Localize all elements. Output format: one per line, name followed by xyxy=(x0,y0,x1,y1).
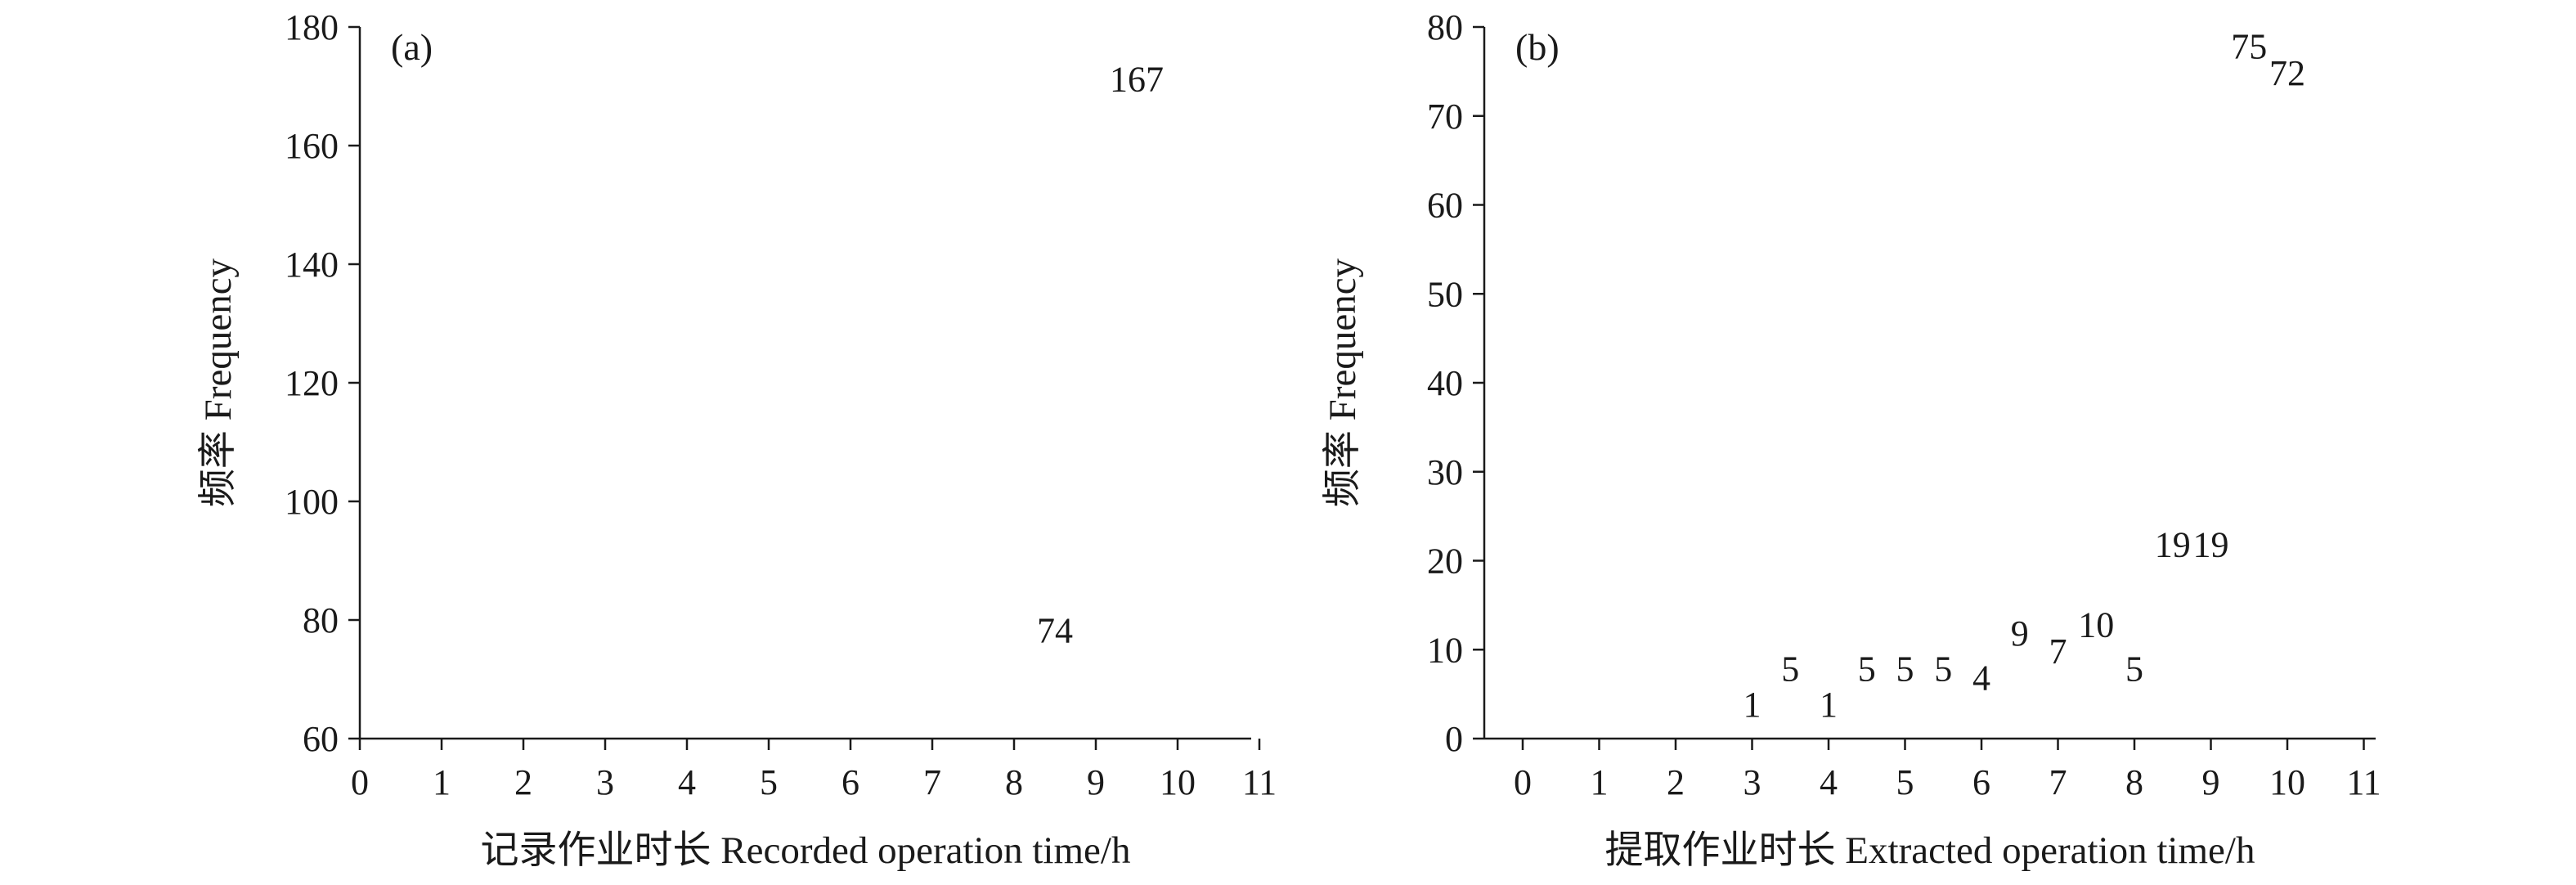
panel-b-y-tick-label-6: 60 xyxy=(1427,186,1463,226)
panel-a-y-axis-title: 频率 Frequency xyxy=(197,258,240,507)
panel-b-data-label-4: 5 xyxy=(1896,649,1914,690)
panel-a-x-tick-label-5: 5 xyxy=(760,762,778,802)
panel-b-x-tick-label-4: 4 xyxy=(1820,762,1838,802)
panel-b-data-label-7: 9 xyxy=(2011,613,2029,654)
panel-b-data-label-5: 5 xyxy=(1934,649,1952,690)
panel-a-x-tick-label-2: 2 xyxy=(514,762,532,802)
panel-a-data-label-0: 74 xyxy=(1037,611,1073,651)
panel-b-data-label-9: 10 xyxy=(2078,604,2114,645)
panel-a-x-tick-label-11: 11 xyxy=(1242,762,1277,802)
panel-a-x-tick-label-9: 9 xyxy=(1087,762,1105,802)
panel-a-x-tick-label-3: 3 xyxy=(596,762,614,802)
panel-a-y-tick-label-1: 80 xyxy=(303,600,339,640)
panel-a-x-tick-label-6: 6 xyxy=(841,762,859,802)
panel-b-x-tick-label-3: 3 xyxy=(1744,762,1761,802)
panel-b-y-tick-label-4: 40 xyxy=(1427,363,1463,403)
panel-b-x-tick-label-5: 5 xyxy=(1896,762,1914,802)
panel-a-data-label-1: 167 xyxy=(1110,59,1164,99)
panel-b-x-tick-label-11: 11 xyxy=(2346,762,2381,802)
panel-b-data-label-14: 72 xyxy=(2269,53,2305,93)
panel-b-data-label-2: 1 xyxy=(1820,685,1838,725)
panel-b-x-tick-label-2: 2 xyxy=(1667,762,1685,802)
panel-a-y-tick-label-6: 180 xyxy=(285,7,339,47)
panel-a-y-tick-label-0: 60 xyxy=(303,719,339,759)
panel-b-y-tick-label-1: 10 xyxy=(1427,630,1463,670)
panel-a-recorded-operation-time: 74 167 60 80 100 120 140 160 180 0 1 2 3 4 5 6 7 8 9 10 11 (a… xyxy=(197,7,1277,872)
panel-b-x-tick-label-6: 6 xyxy=(1972,762,1990,802)
panel-b-data-label-6: 4 xyxy=(1972,658,1990,699)
panel-a-panel-label: (a) xyxy=(391,26,433,68)
panel-b-x-tick-label-0: 0 xyxy=(1514,762,1532,802)
panel-a-y-tick-label-3: 120 xyxy=(285,363,339,403)
panel-b-data-label-1: 5 xyxy=(1781,649,1799,690)
panel-b-y-tick-label-5: 50 xyxy=(1427,274,1463,314)
panel-a-x-tick-label-8: 8 xyxy=(1005,762,1023,802)
panel-b-x-tick-label-10: 10 xyxy=(2269,762,2305,802)
panel-b-data-label-10: 5 xyxy=(2125,649,2143,690)
panel-b-y-tick-label-2: 20 xyxy=(1427,541,1463,582)
panel-b-x-tick-label-7: 7 xyxy=(2049,762,2067,802)
panel-b-y-tick-label-0: 0 xyxy=(1445,719,1463,759)
panel-a-x-tick-label-0: 0 xyxy=(351,762,369,802)
panel-a-y-tick-label-2: 100 xyxy=(285,482,339,522)
panel-a-x-tick-label-1: 1 xyxy=(433,762,451,802)
panel-a-x-tick-label-4: 4 xyxy=(678,762,696,802)
panel-b-data-label-13: 75 xyxy=(2231,26,2267,66)
panel-b-x-tick-label-9: 9 xyxy=(2202,762,2220,802)
panel-b-panel-label: (b) xyxy=(1515,26,1560,68)
panel-b-data-label-12: 19 xyxy=(2193,524,2229,564)
panel-b-data-label-3: 5 xyxy=(1858,649,1876,690)
panel-b-data-label-0: 1 xyxy=(1744,685,1761,725)
panel-a-x-tick-label-7: 7 xyxy=(923,762,941,802)
panel-b-x-tick-label-1: 1 xyxy=(1591,762,1609,802)
panel-b-x-axis-title: 提取作业时长 Extracted operation time/h xyxy=(1605,829,2255,872)
panel-b-y-tick-label-7: 70 xyxy=(1427,97,1463,137)
panel-a-y-tick-label-5: 160 xyxy=(285,126,339,166)
panel-a-x-tick-label-10: 10 xyxy=(1160,762,1196,802)
panel-a-x-axis-title: 记录作业时长 Recorded operation time/h xyxy=(481,829,1131,872)
panel-b-y-tick-label-8: 80 xyxy=(1427,7,1463,47)
panel-b-y-axis-title: 频率 Frequency xyxy=(1322,258,1364,507)
panel-b-data-label-11: 19 xyxy=(2155,524,2191,564)
panel-b-data-label-8: 7 xyxy=(2049,631,2067,672)
panel-b-y-tick-label-3: 30 xyxy=(1427,452,1463,492)
panel-b-x-tick-label-8: 8 xyxy=(2125,762,2143,802)
panel-a-y-tick-label-4: 140 xyxy=(285,245,339,285)
